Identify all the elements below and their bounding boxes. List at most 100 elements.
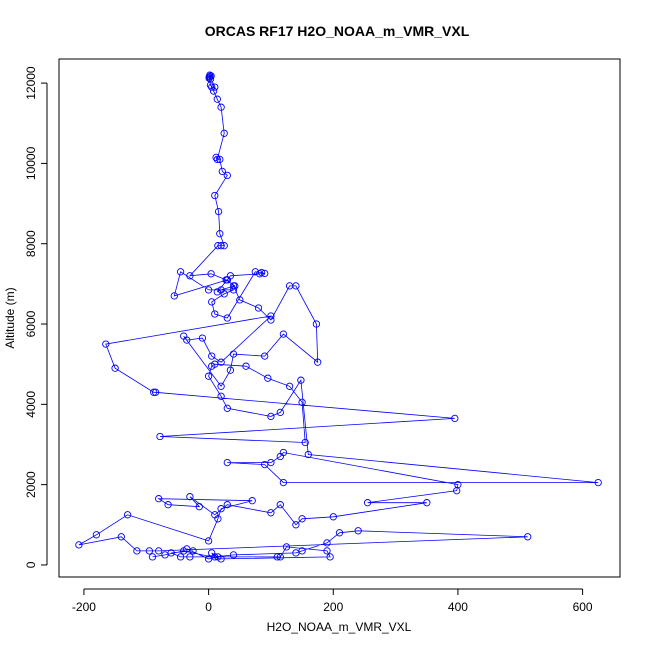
chart-title: ORCAS RF17 H2O_NOAA_m_VMR_VXL bbox=[205, 23, 470, 39]
data-point bbox=[314, 358, 322, 366]
data-point bbox=[186, 272, 194, 280]
data-point bbox=[186, 493, 194, 501]
x-tick-label: 0 bbox=[205, 600, 212, 614]
data-point bbox=[204, 555, 213, 563]
data-point bbox=[223, 404, 231, 412]
data-point bbox=[267, 312, 275, 320]
data-point bbox=[261, 269, 269, 278]
x-axis: -200 0 200 400 600 bbox=[72, 588, 593, 614]
y-tick-label: 2000 bbox=[24, 471, 38, 498]
data-point bbox=[212, 153, 220, 162]
data-point bbox=[242, 362, 250, 370]
data-point bbox=[279, 330, 288, 338]
data-point bbox=[161, 551, 169, 559]
data-point bbox=[312, 320, 321, 328]
data-point bbox=[279, 448, 288, 457]
data-point bbox=[176, 268, 185, 276]
data-point bbox=[267, 458, 275, 467]
data-point bbox=[323, 547, 331, 555]
data-point bbox=[220, 290, 228, 298]
data-point bbox=[354, 527, 362, 535]
data-point bbox=[273, 553, 281, 561]
data-point bbox=[151, 388, 160, 396]
data-point bbox=[207, 270, 215, 278]
data-point bbox=[195, 503, 203, 511]
data-point bbox=[298, 398, 306, 406]
series-line bbox=[78, 74, 599, 560]
x-tick-label: -200 bbox=[72, 600, 96, 614]
data-point bbox=[220, 129, 228, 137]
data-point bbox=[335, 529, 344, 537]
data-point bbox=[223, 314, 231, 322]
data-point bbox=[211, 83, 219, 91]
data-point bbox=[102, 340, 110, 348]
data-point bbox=[236, 296, 244, 304]
data-point bbox=[155, 495, 163, 503]
data-point bbox=[204, 286, 213, 294]
y-tick-label: 0 bbox=[24, 561, 38, 568]
data-point bbox=[254, 304, 263, 312]
data-point bbox=[75, 541, 83, 549]
data-point bbox=[248, 497, 256, 505]
data-point bbox=[257, 268, 266, 277]
data-point bbox=[206, 81, 215, 89]
data-point bbox=[229, 286, 238, 294]
data-point bbox=[155, 547, 163, 555]
data-point bbox=[111, 364, 119, 372]
data-point bbox=[223, 458, 231, 467]
data-point bbox=[292, 521, 300, 529]
data-point bbox=[453, 487, 461, 495]
data-point bbox=[267, 316, 275, 324]
data-point bbox=[451, 414, 459, 423]
data-point bbox=[217, 382, 225, 390]
data-point bbox=[213, 288, 221, 296]
data-point bbox=[218, 167, 226, 176]
data-point bbox=[594, 478, 602, 487]
data-point bbox=[217, 242, 225, 250]
data-point bbox=[217, 505, 225, 513]
data-point bbox=[261, 352, 269, 360]
data-point bbox=[217, 555, 225, 563]
data-point bbox=[226, 366, 235, 374]
y-tick-label: 4000 bbox=[24, 391, 38, 418]
data-point bbox=[213, 95, 221, 103]
data-point bbox=[123, 511, 132, 519]
y-tick-label: 10000 bbox=[24, 146, 38, 180]
data-point bbox=[92, 531, 101, 539]
data-point bbox=[524, 533, 532, 541]
data-point bbox=[189, 547, 197, 555]
data-point bbox=[214, 207, 223, 216]
data-point bbox=[285, 382, 294, 390]
data-point bbox=[180, 547, 188, 555]
data-point bbox=[204, 372, 213, 380]
x-tick-label: 200 bbox=[323, 600, 343, 614]
data-point bbox=[145, 547, 154, 555]
data-point bbox=[208, 352, 216, 360]
data-point bbox=[298, 515, 306, 523]
data-point bbox=[217, 358, 225, 366]
data-point bbox=[304, 450, 312, 459]
data-point bbox=[229, 282, 238, 290]
data-point bbox=[205, 74, 213, 82]
data-series bbox=[75, 71, 602, 563]
data-point bbox=[223, 171, 231, 180]
data-point bbox=[301, 438, 309, 447]
data-point bbox=[229, 350, 238, 358]
data-point bbox=[229, 551, 238, 559]
data-point bbox=[148, 553, 157, 561]
x-axis-label: H2O_NOAA_m_VMR_VXL bbox=[267, 620, 412, 634]
data-point bbox=[267, 509, 275, 517]
data-point bbox=[279, 478, 288, 487]
data-point bbox=[329, 513, 337, 521]
data-point bbox=[186, 553, 194, 561]
data-point bbox=[170, 292, 178, 300]
data-point bbox=[204, 537, 213, 545]
data-point bbox=[208, 298, 216, 306]
data-point bbox=[183, 336, 191, 344]
data-point bbox=[423, 499, 431, 507]
data-point bbox=[213, 155, 221, 164]
y-tick-label: 6000 bbox=[24, 310, 38, 337]
y-axis-label: Altitude (m) bbox=[3, 287, 17, 348]
plot-frame bbox=[58, 58, 621, 578]
data-point bbox=[208, 549, 216, 557]
